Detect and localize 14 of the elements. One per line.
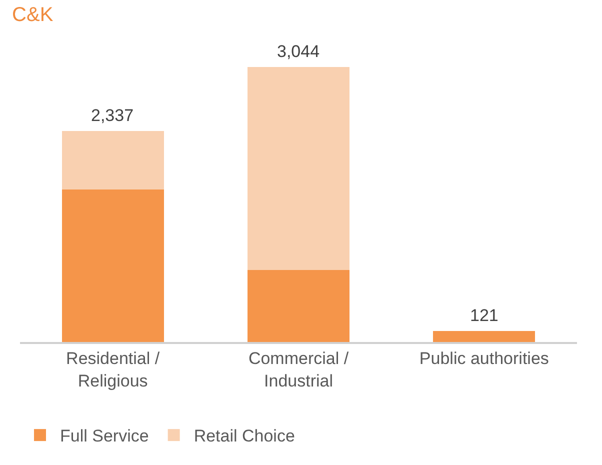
bar	[433, 331, 536, 342]
bar	[247, 270, 350, 342]
annotation: 2,337	[91, 106, 134, 125]
x-tick-label: Public authorities	[419, 349, 549, 368]
x-tick-label: Commercial / Industrial	[248, 349, 349, 390]
bar	[247, 67, 350, 270]
legend-label: Full Service	[60, 426, 149, 446]
x-tick-label: Residential / Religious	[66, 349, 160, 390]
annotation: 121	[470, 306, 498, 325]
legend-label: Retail Choice	[194, 426, 295, 446]
annotation: 3,044	[277, 42, 320, 61]
chart-title: C&K	[12, 4, 54, 26]
bar	[62, 190, 164, 342]
bar	[62, 130, 164, 190]
